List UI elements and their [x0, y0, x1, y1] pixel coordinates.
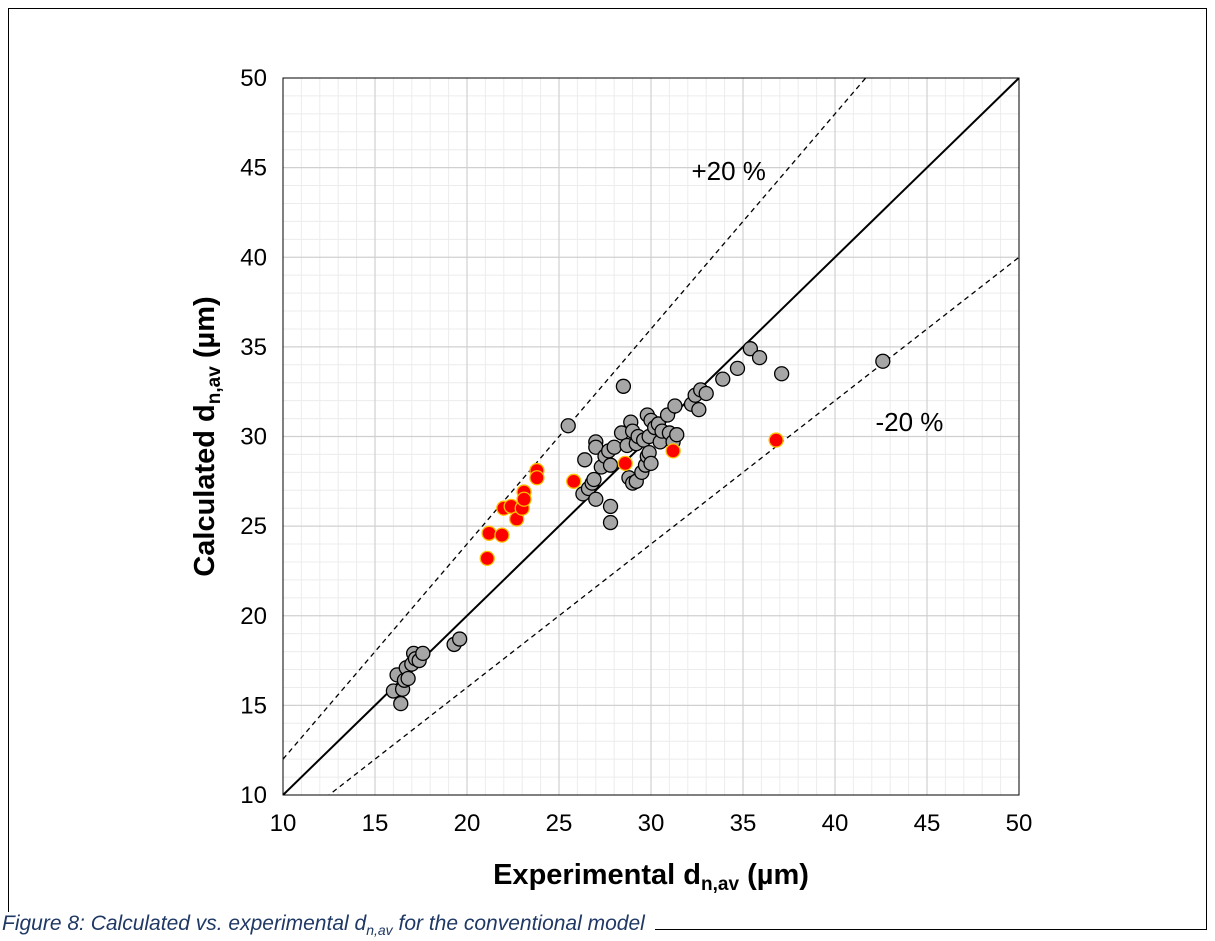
x-tick-label: 45: [914, 810, 941, 837]
scatter-chart: 10 15 20 25 30 35 40 45 50 10 15 20 25 30 35 40 45 50 +2…: [189, 65, 1033, 895]
data-point-series-2: [665, 443, 681, 459]
x-tick-label: 50: [1006, 810, 1033, 837]
y-tick-label: 15: [240, 692, 267, 719]
x-tick-label: 40: [822, 810, 849, 837]
y-tick-label: 50: [240, 65, 267, 92]
x-tick-label: 15: [362, 810, 389, 837]
data-point-series-2: [768, 432, 784, 448]
data-point-series-1: [586, 471, 602, 488]
data-point-series-1: [577, 452, 593, 468]
x-axis-title: Experimental dn,av (µm): [493, 859, 809, 895]
data-point-series-1: [393, 695, 409, 712]
lower-reference-line: [327, 256, 1019, 795]
data-point-series-1: [606, 439, 622, 455]
x-tick-label: 20: [454, 810, 481, 837]
y-axis-title: Calculated dn,av (µm): [189, 296, 225, 576]
data-point-series-1: [751, 349, 768, 366]
x-tick-label: 25: [546, 810, 573, 837]
data-points: [385, 341, 891, 712]
y-tick-label: 25: [240, 513, 267, 540]
plot-area-border: [282, 77, 1020, 796]
y-tick-label: 45: [240, 155, 267, 182]
data-point-series-2: [494, 527, 510, 543]
plus-20-label: +20 %: [691, 156, 765, 186]
caption-subscript: n,av: [366, 922, 393, 939]
figure-caption: Figure 8: Calculated vs. experimental dn…: [2, 912, 655, 939]
data-point-series-2: [481, 525, 497, 541]
major-grid: [283, 78, 1019, 795]
data-point-series-1: [742, 341, 759, 357]
y-tick-label: 40: [240, 244, 267, 271]
data-point-series-1: [773, 366, 790, 382]
y-tick-label: 10: [240, 782, 267, 809]
data-point-series-1: [875, 353, 891, 369]
data-point-series-1: [715, 371, 731, 387]
figure-frame: 10 15 20 25 30 35 40 45 50 10 15 20 25 30 35 40 45 50 +2…: [8, 8, 1207, 930]
y-tick-labels: 10 15 20 25 30 35 40 45 50: [240, 65, 267, 809]
y-tick-label: 35: [240, 334, 267, 361]
data-point-series-1: [588, 491, 604, 507]
y-tick-label: 30: [240, 424, 267, 451]
data-point-series-1: [451, 631, 468, 647]
data-point-series-1: [602, 514, 619, 531]
x-tick-label: 35: [730, 810, 757, 837]
data-point-series-1: [602, 498, 619, 515]
data-point-series-1: [615, 378, 632, 394]
x-tick-label: 10: [270, 810, 297, 837]
x-tick-labels: 10 15 20 25 30 35 40 45 50: [270, 810, 1033, 837]
data-point-series-1: [667, 398, 683, 414]
data-point-series-1: [669, 427, 685, 443]
data-point-series-1: [729, 360, 746, 377]
data-point-series-2: [566, 473, 582, 489]
data-point-series-1: [691, 401, 707, 418]
data-point-series-2: [617, 455, 633, 472]
minus-20-label: -20 %: [875, 407, 943, 437]
data-point-series-1: [602, 457, 619, 473]
data-point-series-1: [415, 645, 431, 662]
data-point-series-1: [560, 418, 576, 434]
data-point-series-1: [698, 385, 714, 402]
y-tick-label: 20: [240, 603, 267, 630]
data-point-series-2: [529, 470, 545, 486]
x-tick-label: 30: [638, 810, 665, 837]
data-point-series-2: [516, 491, 532, 507]
data-point-series-2: [479, 550, 495, 567]
caption-suffix: for the conventional model: [392, 912, 645, 935]
data-point-series-1: [643, 455, 659, 472]
data-point-series-1: [400, 670, 416, 687]
caption-text: Figure 8: Calculated vs. experimental d: [2, 912, 367, 935]
